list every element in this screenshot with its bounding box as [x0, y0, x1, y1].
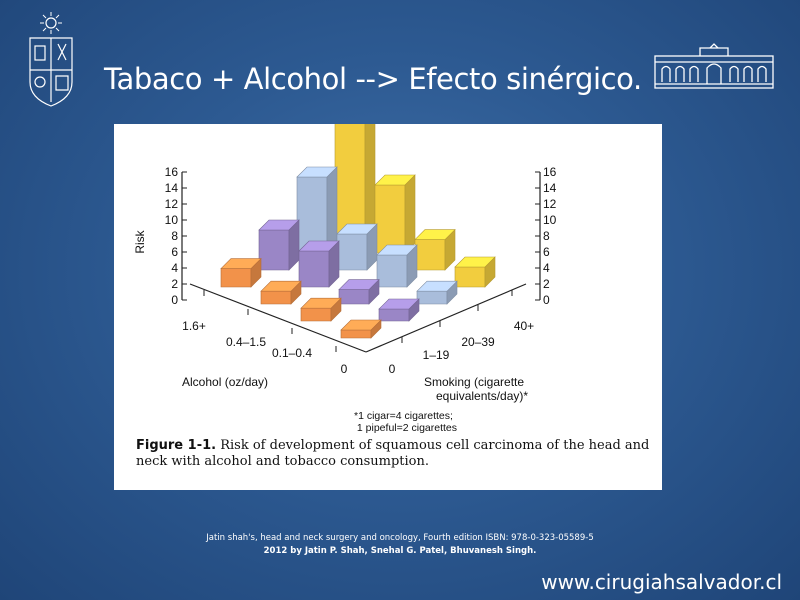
smoking-category-label: 40+	[514, 319, 534, 333]
bar-20–39-0	[416, 280, 458, 305]
y-tick-label-left: 10	[165, 213, 179, 227]
alcohol-axis-title: Alcohol (oz/day)	[182, 375, 268, 389]
alcohol-category-label: 0.1–0.4	[272, 346, 312, 360]
figure-caption-text: Risk of development of squamous cell car…	[136, 438, 650, 469]
figure-panel: 0 0 2 2 4 4 6 6 8 8 10 10 12 12 14 14 16 16 Risk 0 0.1–0.4 0.…	[114, 124, 662, 490]
slide-title: Tabaco + Alcohol --> Efecto sinérgico.	[104, 62, 642, 96]
risk-3d-bar-chart: 0 0 2 2 4 4 6 6 8 8 10 10 12 12 14 14 16 16 Risk 0 0.1–0.4 0.…	[133, 124, 557, 403]
bar-0-1.6+	[220, 257, 262, 288]
hospital-building-logo	[654, 43, 774, 89]
smoking-category-label: 20–39	[461, 335, 495, 349]
smoking-category-label: 1–19	[423, 348, 450, 362]
smoking-axis-title: Smoking (cigarette equivalents/day)*	[424, 375, 528, 403]
y-tick-label-right: 6	[543, 245, 550, 259]
y-tick-label-right: 2	[543, 277, 550, 291]
y-tick-label-left: 0	[171, 293, 178, 307]
bar-40+-0.4–1.5	[374, 174, 416, 254]
y-tick-label-left: 14	[165, 181, 179, 195]
bar-20–39-0.4–1.5	[336, 223, 378, 271]
reference-line-1: Jatin shah's, head and neck surgery and …	[206, 533, 594, 543]
figure-caption-label: Figure 1-1.	[136, 438, 217, 453]
y-tick-label-right: 0	[543, 293, 550, 307]
y-tick-label-right: 10	[543, 213, 557, 227]
y-tick-label-right: 8	[543, 229, 550, 243]
bar-1–19-0.4–1.5	[298, 240, 340, 288]
alcohol-axis-line	[189, 283, 367, 353]
y-tick-label-right: 12	[543, 197, 557, 211]
y-tick-label-left: 12	[165, 197, 179, 211]
bar-40+-0.1–0.4	[414, 228, 456, 271]
chart-footnote: *1 cigar=4 cigarettes; 1 pipeful=2 cigar…	[354, 410, 458, 434]
bar-0-0.4–1.5	[260, 280, 302, 305]
alcohol-category-label: 0	[341, 362, 348, 376]
y-tick-label-right: 16	[543, 165, 557, 179]
bar-1–19-1.6+	[258, 219, 300, 271]
bar-40+-1.6+	[334, 124, 376, 237]
alcohol-category-label: 0.4–1.5	[226, 335, 266, 349]
reference-line-2: 2012 by Jatin P. Shah, Snehal G. Patel, …	[263, 546, 537, 556]
bar-1–19-0.1–0.4	[338, 278, 380, 305]
alcohol-category-label: 1.6+	[182, 319, 206, 333]
figure-caption: Figure 1-1. Risk of development of squam…	[136, 438, 656, 470]
y-axis-title: Risk	[133, 229, 147, 253]
smoking-axis-line	[365, 283, 527, 353]
bar-40+-0	[454, 256, 496, 288]
university-crest-logo	[29, 12, 73, 107]
bar-0-0.1–0.4	[300, 297, 342, 322]
smoking-category-label: 0	[389, 362, 396, 376]
bar-20–39-1.6+	[296, 166, 338, 254]
y-tick-label-right: 14	[543, 181, 557, 195]
bar-20–39-0.1–0.4	[376, 244, 418, 288]
y-tick-label-left: 8	[171, 229, 178, 243]
bar-0-0	[340, 319, 382, 339]
y-tick-label-right: 4	[543, 261, 550, 275]
y-tick-label-left: 2	[171, 277, 178, 291]
bar-1–19-0	[378, 298, 420, 322]
y-tick-label-left: 4	[171, 261, 178, 275]
website-link[interactable]: www.cirugiahsalvador.cl	[541, 570, 782, 594]
y-tick-label-left: 6	[171, 245, 178, 259]
y-tick-label-left: 16	[165, 165, 179, 179]
